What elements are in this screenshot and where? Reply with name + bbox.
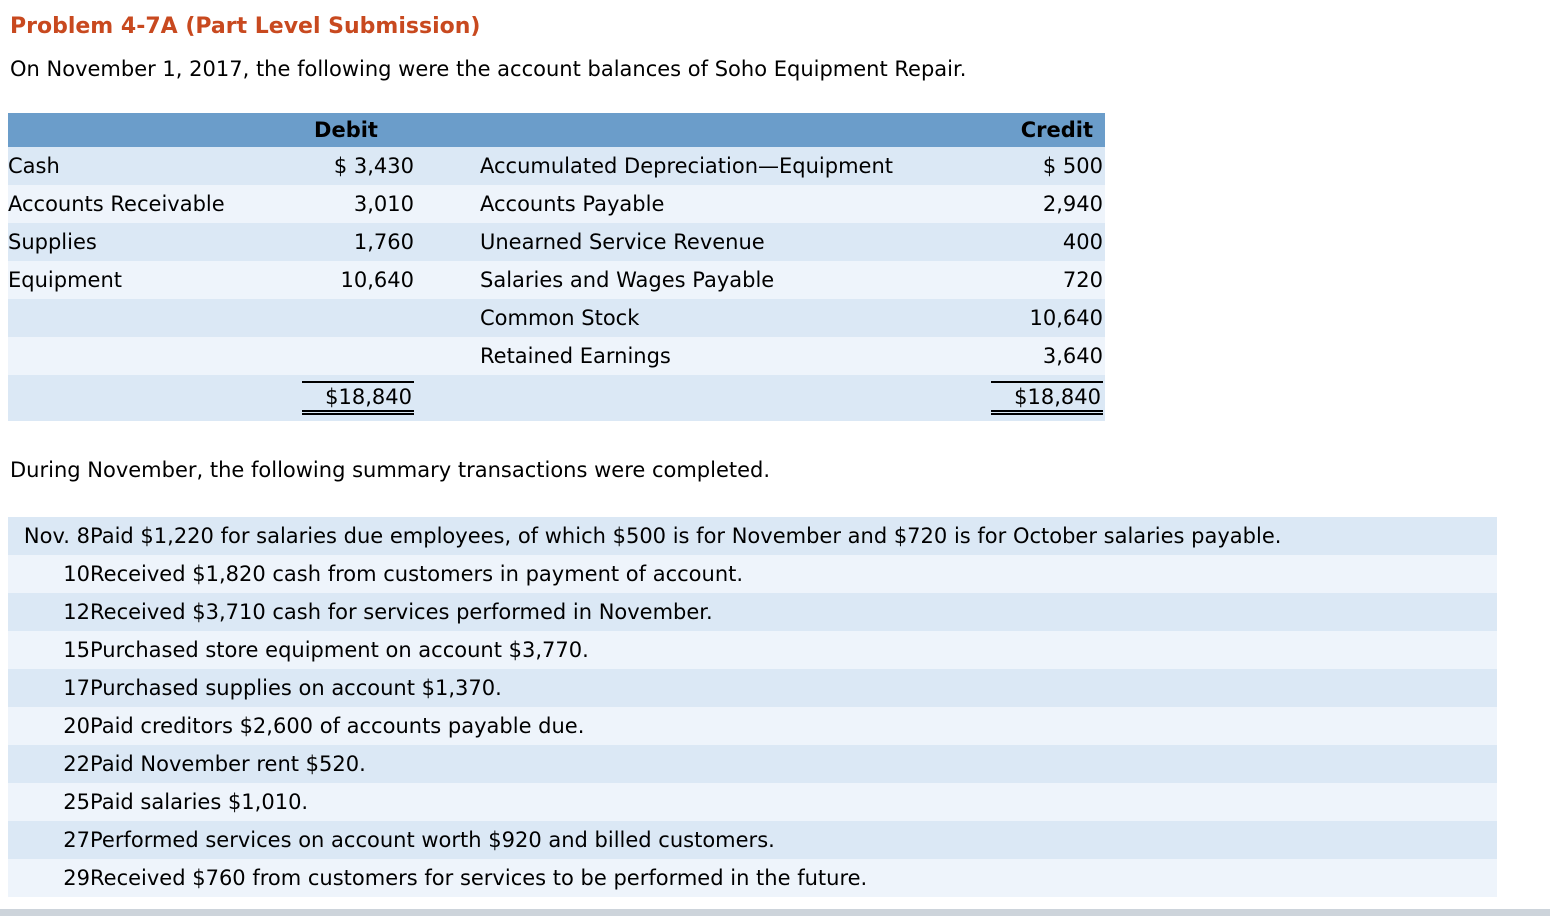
balance-cell-credit: 400 — [1062, 230, 1103, 254]
debit-total-amount: $18,840 — [302, 381, 414, 415]
transaction-row: 10 Received $1,820 cash from customers in… — [8, 555, 1497, 593]
balance-cell-debit-account — [8, 299, 278, 337]
balance-cell-debit: $ 3,430 — [333, 154, 414, 178]
balance-cell-debit-account: Cash — [8, 154, 60, 178]
transaction-description: Received $760 from customers for service… — [90, 866, 868, 890]
transaction-row: 17 Purchased supplies on account $1,370. — [8, 669, 1497, 707]
balance-cell-credit: 10,640 — [1029, 306, 1103, 330]
transaction-date: 12 — [63, 600, 90, 624]
balance-row: Equipment 10,640 Salaries and Wages Payabl… — [8, 261, 1105, 299]
balance-row: Cash $ 3,430 Accumulated Depreciation—Equi… — [8, 147, 1105, 185]
transaction-date: 25 — [63, 790, 90, 814]
balance-row: Common Stock 10,640 — [8, 299, 1105, 337]
balance-header-spacer-left — [8, 113, 278, 147]
transaction-description: Purchased store equipment on account $3,… — [90, 638, 589, 662]
page: Problem 4-7A (Part Level Submission) On … — [8, 14, 1497, 897]
transaction-row: 25 Paid salaries $1,010. — [8, 783, 1497, 821]
balance-cell-credit: 720 — [1062, 268, 1103, 292]
transaction-description: Paid salaries $1,010. — [90, 790, 309, 814]
problem-title: Problem 4-7A (Part Level Submission) — [10, 14, 481, 39]
balance-cell-debit-account: Equipment — [8, 268, 122, 292]
transaction-row: 27 Performed services on account worth $9… — [8, 821, 1497, 859]
balance-cell-credit-account: Accounts Payable — [480, 192, 665, 216]
balance-header-row: Debit Credit — [8, 113, 1105, 147]
transaction-date: Nov. 8 — [23, 524, 90, 548]
transaction-date: 17 — [63, 676, 90, 700]
transaction-date: 27 — [63, 828, 90, 852]
balance-cell-debit: 3,010 — [353, 192, 414, 216]
balance-total-row: $18,840 $18,840 — [8, 375, 1105, 421]
balance-row: Supplies 1,760 Unearned Service Revenue 400 — [8, 223, 1105, 261]
balance-total-debit-cell: $18,840 — [278, 375, 414, 421]
balance-cell-credit-account: Retained Earnings — [480, 344, 671, 368]
transaction-date: 29 — [63, 866, 90, 890]
balance-cell-debit-account: Accounts Receivable — [8, 192, 225, 216]
transaction-description: Paid creditors $2,600 of accounts payabl… — [90, 714, 585, 738]
balance-cell-debit-account — [8, 337, 278, 375]
balance-row: Accounts Receivable 3,010 Accounts Payable… — [8, 185, 1105, 223]
balance-cell-debit-account: Supplies — [8, 230, 97, 254]
transaction-date: 22 — [63, 752, 90, 776]
transaction-date: 15 — [63, 638, 90, 662]
transaction-row: 29 Received $760 from customers for servi… — [8, 859, 1497, 897]
balance-cell-credit-account: Unearned Service Revenue — [480, 230, 765, 254]
transaction-row: 20 Paid creditors $2,600 of accounts paya… — [8, 707, 1497, 745]
transactions-table: Nov. 8 Paid $1,220 for salaries due emplo… — [8, 517, 1497, 897]
balance-cell-debit — [278, 337, 414, 375]
balance-cell-credit: $ 500 — [1042, 154, 1103, 178]
debit-column-header: Debit — [278, 113, 414, 147]
balance-cell-credit-account: Common Stock — [480, 306, 640, 330]
intro-text: On November 1, 2017, the following were … — [10, 57, 967, 81]
transaction-row: 12 Received $3,710 cash for services perf… — [8, 593, 1497, 631]
transaction-description: Paid November rent $520. — [90, 752, 366, 776]
balance-cell-credit: 3,640 — [1042, 344, 1103, 368]
credit-total-amount: $18,840 — [991, 381, 1103, 415]
balance-cell-credit: 2,940 — [1042, 192, 1103, 216]
bottom-divider — [0, 909, 1550, 916]
balance-cell-credit-account: Accumulated Depreciation—Equipment — [480, 154, 894, 178]
transaction-date: 20 — [63, 714, 90, 738]
transaction-description: Received $3,710 cash for services perfor… — [90, 600, 713, 624]
balance-total-spacer-left — [8, 375, 278, 421]
transaction-description: Paid $1,220 for salaries due employees, … — [90, 524, 1282, 548]
transaction-row: 22 Paid November rent $520. — [8, 745, 1497, 783]
transaction-date: 10 — [63, 562, 90, 586]
balance-header-spacer-mid — [414, 113, 968, 147]
transaction-description: Purchased supplies on account $1,370. — [90, 676, 502, 700]
transaction-row: 15 Purchased store equipment on account $… — [8, 631, 1497, 669]
transaction-row: Nov. 8 Paid $1,220 for salaries due emplo… — [8, 517, 1497, 555]
balance-cell-credit-account: Salaries and Wages Payable — [480, 268, 775, 292]
balance-cell-debit — [278, 299, 414, 337]
balance-total-spacer-mid — [414, 375, 968, 421]
transactions-intro-text: During November, the following summary t… — [10, 458, 771, 482]
balance-table: Debit Credit Cash $ 3,430 Accumulated Depr… — [8, 113, 1105, 421]
balance-cell-debit: 10,640 — [340, 268, 414, 292]
credit-column-header: Credit — [968, 113, 1105, 147]
transaction-description: Performed services on account worth $920… — [90, 828, 775, 852]
transaction-description: Received $1,820 cash from customers in p… — [90, 562, 744, 586]
balance-cell-debit: 1,760 — [353, 230, 414, 254]
balance-total-credit-cell: $18,840 — [968, 375, 1105, 421]
balance-row: Retained Earnings 3,640 — [8, 337, 1105, 375]
